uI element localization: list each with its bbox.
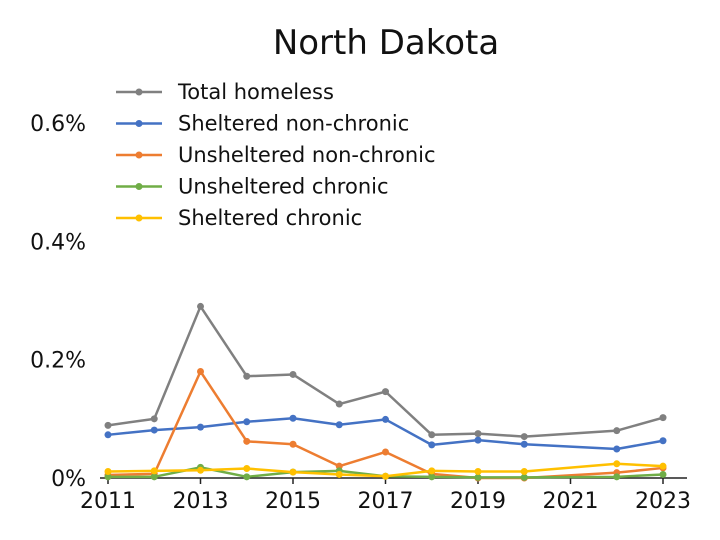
legend-label: Sheltered chronic [178,206,362,230]
series-total-homeless [104,302,667,441]
data-point-sheltered-non-chronic [335,421,343,429]
data-point-total-homeless [289,370,297,378]
legend-swatch-marker [135,151,143,159]
data-point-sheltered-non-chronic [243,418,251,426]
data-point-sheltered-chronic [382,472,389,480]
data-point-total-homeless [520,433,528,441]
x-tick-label: 2017 [358,489,414,514]
data-point-sheltered-non-chronic [104,431,112,439]
legend-label: Sheltered non-chronic [178,112,409,136]
series-group [104,302,667,482]
series-line-sheltered-chronic [107,462,664,478]
y-tick-label: 0.4% [30,230,86,255]
data-point-sheltered-non-chronic [474,436,482,444]
legend: Total homeless Sheltered non-chronic Unshe… [116,80,436,230]
data-point-total-homeless [474,430,482,438]
data-point-unsheltered-chronic [474,473,482,481]
data-point-sheltered-non-chronic [613,445,621,453]
x-tick-label: 2019 [450,489,506,514]
data-point-unsheltered-chronic [428,473,436,481]
legend-item-unsheltered-chronic: Unsheltered chronic [116,175,389,199]
x-tick-label: 2011 [80,489,136,514]
data-point-unsheltered-non-chronic [197,368,204,375]
legend-item-sheltered-chronic: Sheltered chronic [116,206,362,230]
legend-label: Unsheltered non-chronic [178,143,436,167]
data-point-unsheltered-chronic [659,470,667,478]
data-point-unsheltered-non-chronic [382,448,389,456]
legend-swatch-marker [135,120,143,127]
data-point-unsheltered-chronic [104,473,112,481]
series-line-unsheltered-non-chronic [107,370,664,480]
data-point-total-homeless [613,427,621,435]
series-line-sheltered-non-chronic [107,416,664,451]
axes: 2011 2013 2015 2017 2019 2021 2023 0% 0.2% 0.4% 0.… [30,112,691,514]
series-line-total-homeless [107,305,664,438]
data-point-total-homeless [243,372,251,380]
data-point-total-homeless [104,421,112,429]
data-point-sheltered-non-chronic [659,437,667,445]
series-sheltered-chronic [104,460,667,480]
legend-swatch-marker [135,214,143,222]
data-point-sheltered-non-chronic [428,441,436,449]
data-point-total-homeless [335,400,343,408]
data-point-sheltered-chronic [150,467,158,475]
legend-item-unsheltered-non-chronic: Unsheltered non-chronic [116,143,436,167]
data-point-sheltered-chronic [613,460,621,468]
x-tick-label: 2013 [173,489,229,514]
legend-item-sheltered-non-chronic: Sheltered non-chronic [116,112,409,136]
legend-swatch-marker [135,88,143,96]
data-point-sheltered-chronic [335,470,343,478]
data-point-sheltered-chronic [243,465,251,473]
series-sheltered-non-chronic [104,414,667,453]
series-unsheltered-non-chronic [104,368,667,482]
data-point-unsheltered-non-chronic [243,437,251,445]
data-point-total-homeless [150,415,158,423]
data-point-total-homeless [197,302,204,310]
data-point-total-homeless [382,388,389,396]
data-point-sheltered-non-chronic [520,440,528,448]
data-point-sheltered-non-chronic [289,414,297,422]
data-point-total-homeless [428,431,436,439]
data-point-sheltered-chronic [474,467,482,475]
data-point-sheltered-non-chronic [150,426,158,434]
data-point-unsheltered-non-chronic [289,440,297,448]
data-point-unsheltered-chronic [520,473,528,481]
data-point-sheltered-chronic [289,468,297,476]
x-tick-label: 2015 [265,489,321,514]
legend-swatch-marker [135,183,143,190]
y-tick-label: 0% [51,467,86,492]
data-point-sheltered-non-chronic [197,423,204,431]
data-point-unsheltered-chronic [150,473,158,481]
legend-label: Unsheltered chronic [178,175,389,199]
x-tick-label: 2023 [635,489,691,514]
data-point-sheltered-chronic [659,462,667,470]
y-tick-label: 0.6% [30,112,86,137]
x-tick-label: 2021 [543,489,599,514]
y-tick-label: 0.2% [30,349,86,374]
legend-label: Total homeless [177,80,334,104]
data-point-sheltered-chronic [520,467,528,475]
legend-item-total-homeless: Total homeless [116,80,334,104]
data-point-sheltered-chronic [428,467,436,475]
data-point-sheltered-non-chronic [382,415,389,423]
data-point-unsheltered-chronic [243,473,251,481]
chart-title: North Dakota [273,23,499,63]
series-line-unsheltered-chronic [108,466,664,479]
data-point-sheltered-chronic [197,466,204,474]
data-point-unsheltered-chronic [613,473,621,481]
data-point-sheltered-chronic [104,467,112,475]
data-point-total-homeless [659,414,667,422]
